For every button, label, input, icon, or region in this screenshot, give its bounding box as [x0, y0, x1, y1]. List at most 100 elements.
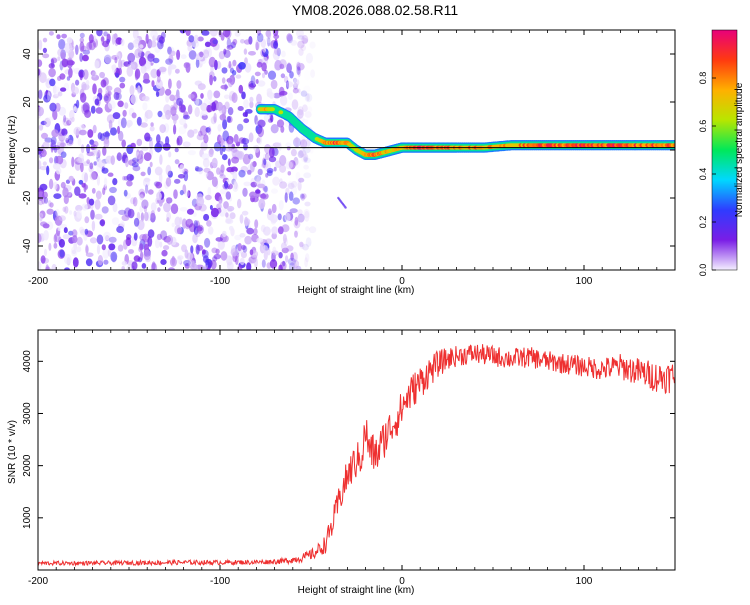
noise-speck — [270, 114, 274, 123]
noise-speck — [200, 141, 208, 151]
noise-speck — [244, 39, 251, 45]
noise-speck — [144, 109, 153, 119]
noise-speck — [209, 74, 214, 86]
noise-speck — [76, 209, 82, 219]
noise-speck — [161, 249, 168, 257]
noise-speck — [188, 93, 195, 99]
noise-speck — [120, 38, 125, 47]
noise-speck — [63, 227, 68, 234]
noise-speck — [127, 63, 136, 71]
noise-speck — [303, 208, 310, 219]
noise-speck — [213, 76, 217, 82]
noise-speck — [53, 242, 58, 249]
track-core — [270, 107, 275, 112]
noise-speck — [49, 157, 54, 164]
noise-speck — [296, 66, 301, 75]
noise-speck — [80, 144, 85, 154]
noise-speck — [281, 50, 286, 58]
noise-speck — [298, 177, 305, 183]
noise-speck — [101, 206, 109, 214]
noise-speck — [157, 207, 161, 213]
noise-speck — [231, 70, 237, 76]
noise-speck — [103, 31, 108, 37]
noise-speck — [244, 62, 252, 73]
noise-speck — [238, 84, 244, 94]
noise-speck — [188, 35, 195, 43]
noise-speck — [250, 161, 255, 173]
noise-speck — [85, 79, 90, 86]
noise-speck — [227, 76, 234, 88]
noise-speck — [260, 162, 269, 169]
noise-speck — [55, 102, 61, 112]
noise-speck — [144, 132, 151, 142]
noise-speck — [287, 257, 296, 266]
noise-speck — [201, 249, 206, 255]
noise-speck — [193, 34, 199, 44]
noise-speck — [261, 259, 266, 268]
noise-speck — [213, 253, 222, 260]
noise-speck — [241, 91, 246, 100]
noise-speck — [112, 202, 118, 213]
noise-speck — [164, 181, 170, 189]
noise-speck — [242, 112, 248, 117]
noise-speck — [168, 267, 175, 270]
noise-speck — [51, 263, 57, 270]
noise-speck — [136, 138, 143, 147]
noise-speck — [39, 165, 48, 171]
noise-speck — [158, 66, 167, 73]
noise-speck — [78, 179, 84, 185]
noise-speck — [116, 152, 122, 162]
noise-speck — [293, 156, 299, 166]
noise-speck — [297, 213, 305, 223]
noise-speck — [81, 81, 87, 91]
noise-speck — [304, 157, 311, 164]
noise-speck — [270, 124, 279, 134]
noise-speck — [140, 171, 146, 177]
noise-speck — [173, 124, 177, 135]
noise-speck — [147, 229, 155, 238]
noise-speck — [174, 178, 181, 184]
noise-speck — [207, 186, 212, 196]
noise-speck — [210, 259, 217, 270]
x-tick-label: -100 — [210, 276, 230, 287]
noise-speck — [143, 62, 152, 72]
noise-speck — [166, 212, 172, 221]
noise-speck — [49, 102, 57, 112]
x-tick-label: 0 — [399, 576, 405, 587]
noise-speck — [196, 196, 205, 207]
noise-speck — [134, 37, 140, 45]
noise-speck — [157, 39, 164, 50]
noise-speck — [293, 78, 298, 87]
noise-speck — [260, 192, 269, 200]
noise-speck — [199, 51, 204, 58]
noise-speck — [271, 188, 278, 194]
noise-speck — [175, 68, 180, 74]
noise-speck — [219, 188, 228, 195]
noise-speck — [75, 204, 83, 212]
noise-speck — [38, 89, 43, 100]
noise-speck — [308, 226, 317, 234]
noise-speck — [182, 114, 190, 120]
noise-speck — [147, 166, 152, 176]
noise-speck — [222, 118, 228, 130]
noise-speck — [47, 116, 54, 122]
noise-speck — [202, 48, 211, 54]
noise-speck — [180, 54, 187, 60]
noise-speck — [254, 71, 261, 77]
noise-speck — [225, 212, 229, 218]
noise-speck — [61, 33, 67, 39]
noise-speck — [103, 259, 109, 265]
noise-speck — [241, 210, 249, 216]
noise-speck — [185, 30, 191, 36]
noise-speck — [67, 59, 73, 65]
noise-speck — [227, 158, 231, 166]
noise-speck — [106, 85, 113, 92]
noise-speck — [236, 123, 244, 132]
noise-speck — [293, 77, 297, 84]
noise-speck — [219, 135, 224, 142]
noise-speck — [253, 144, 260, 153]
noise-speck — [238, 137, 245, 144]
noise-speck — [49, 78, 56, 87]
noise-speck — [146, 211, 151, 222]
